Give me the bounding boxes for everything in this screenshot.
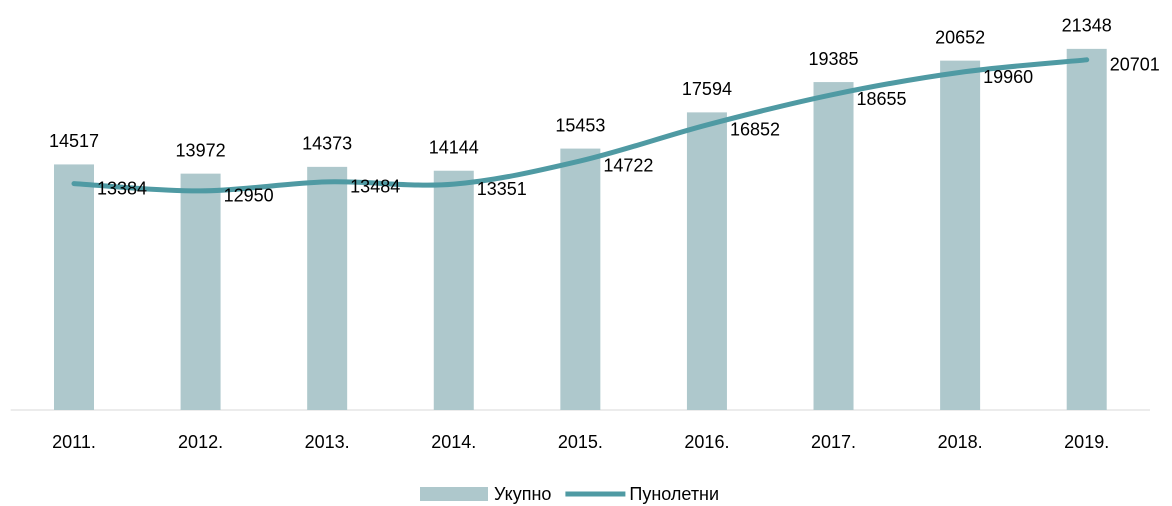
data-label: 19385 xyxy=(808,49,858,69)
x-tick-label: 2011. xyxy=(52,432,96,452)
data-label: 21348 xyxy=(1062,16,1112,36)
x-tick-label: 2019. xyxy=(1064,432,1109,452)
data-label: 20652 xyxy=(935,27,985,47)
bar xyxy=(940,60,981,411)
x-tick-label: 2017. xyxy=(811,432,856,452)
x-tick-label: 2014. xyxy=(431,432,476,452)
bar xyxy=(307,166,348,410)
bar xyxy=(813,82,854,410)
data-label: 19960 xyxy=(983,67,1033,87)
bar xyxy=(686,112,727,410)
x-tick-label: 2013. xyxy=(305,432,350,452)
data-label: 14722 xyxy=(603,156,653,176)
data-label: 13351 xyxy=(477,179,527,199)
data-label: 13384 xyxy=(97,178,147,198)
data-label: 15453 xyxy=(555,115,605,135)
bar xyxy=(53,164,94,410)
bar xyxy=(433,170,474,410)
data-label: 20701 xyxy=(1110,55,1160,75)
x-tick-label: 2016. xyxy=(684,432,729,452)
legend-label: Укупно xyxy=(494,484,551,504)
data-label: 14144 xyxy=(429,137,479,157)
bar xyxy=(1066,48,1107,410)
x-tick-label: 2018. xyxy=(938,432,983,452)
data-label: 16852 xyxy=(730,120,780,140)
data-label: 13484 xyxy=(350,177,400,197)
line xyxy=(71,57,1090,194)
data-label: 17594 xyxy=(682,79,732,99)
bar xyxy=(560,148,601,411)
data-label: 13972 xyxy=(176,140,226,160)
legend-label: Пунолетни xyxy=(629,484,719,504)
x-tick-label: 2015. xyxy=(558,432,603,452)
legend-swatch xyxy=(420,487,488,501)
data-label: 12950 xyxy=(224,186,274,206)
data-label: 14373 xyxy=(302,134,352,154)
data-label: 14517 xyxy=(49,131,99,151)
x-tick-label: 2012. xyxy=(178,432,223,452)
bar xyxy=(180,173,221,410)
data-label: 18655 xyxy=(857,89,907,109)
